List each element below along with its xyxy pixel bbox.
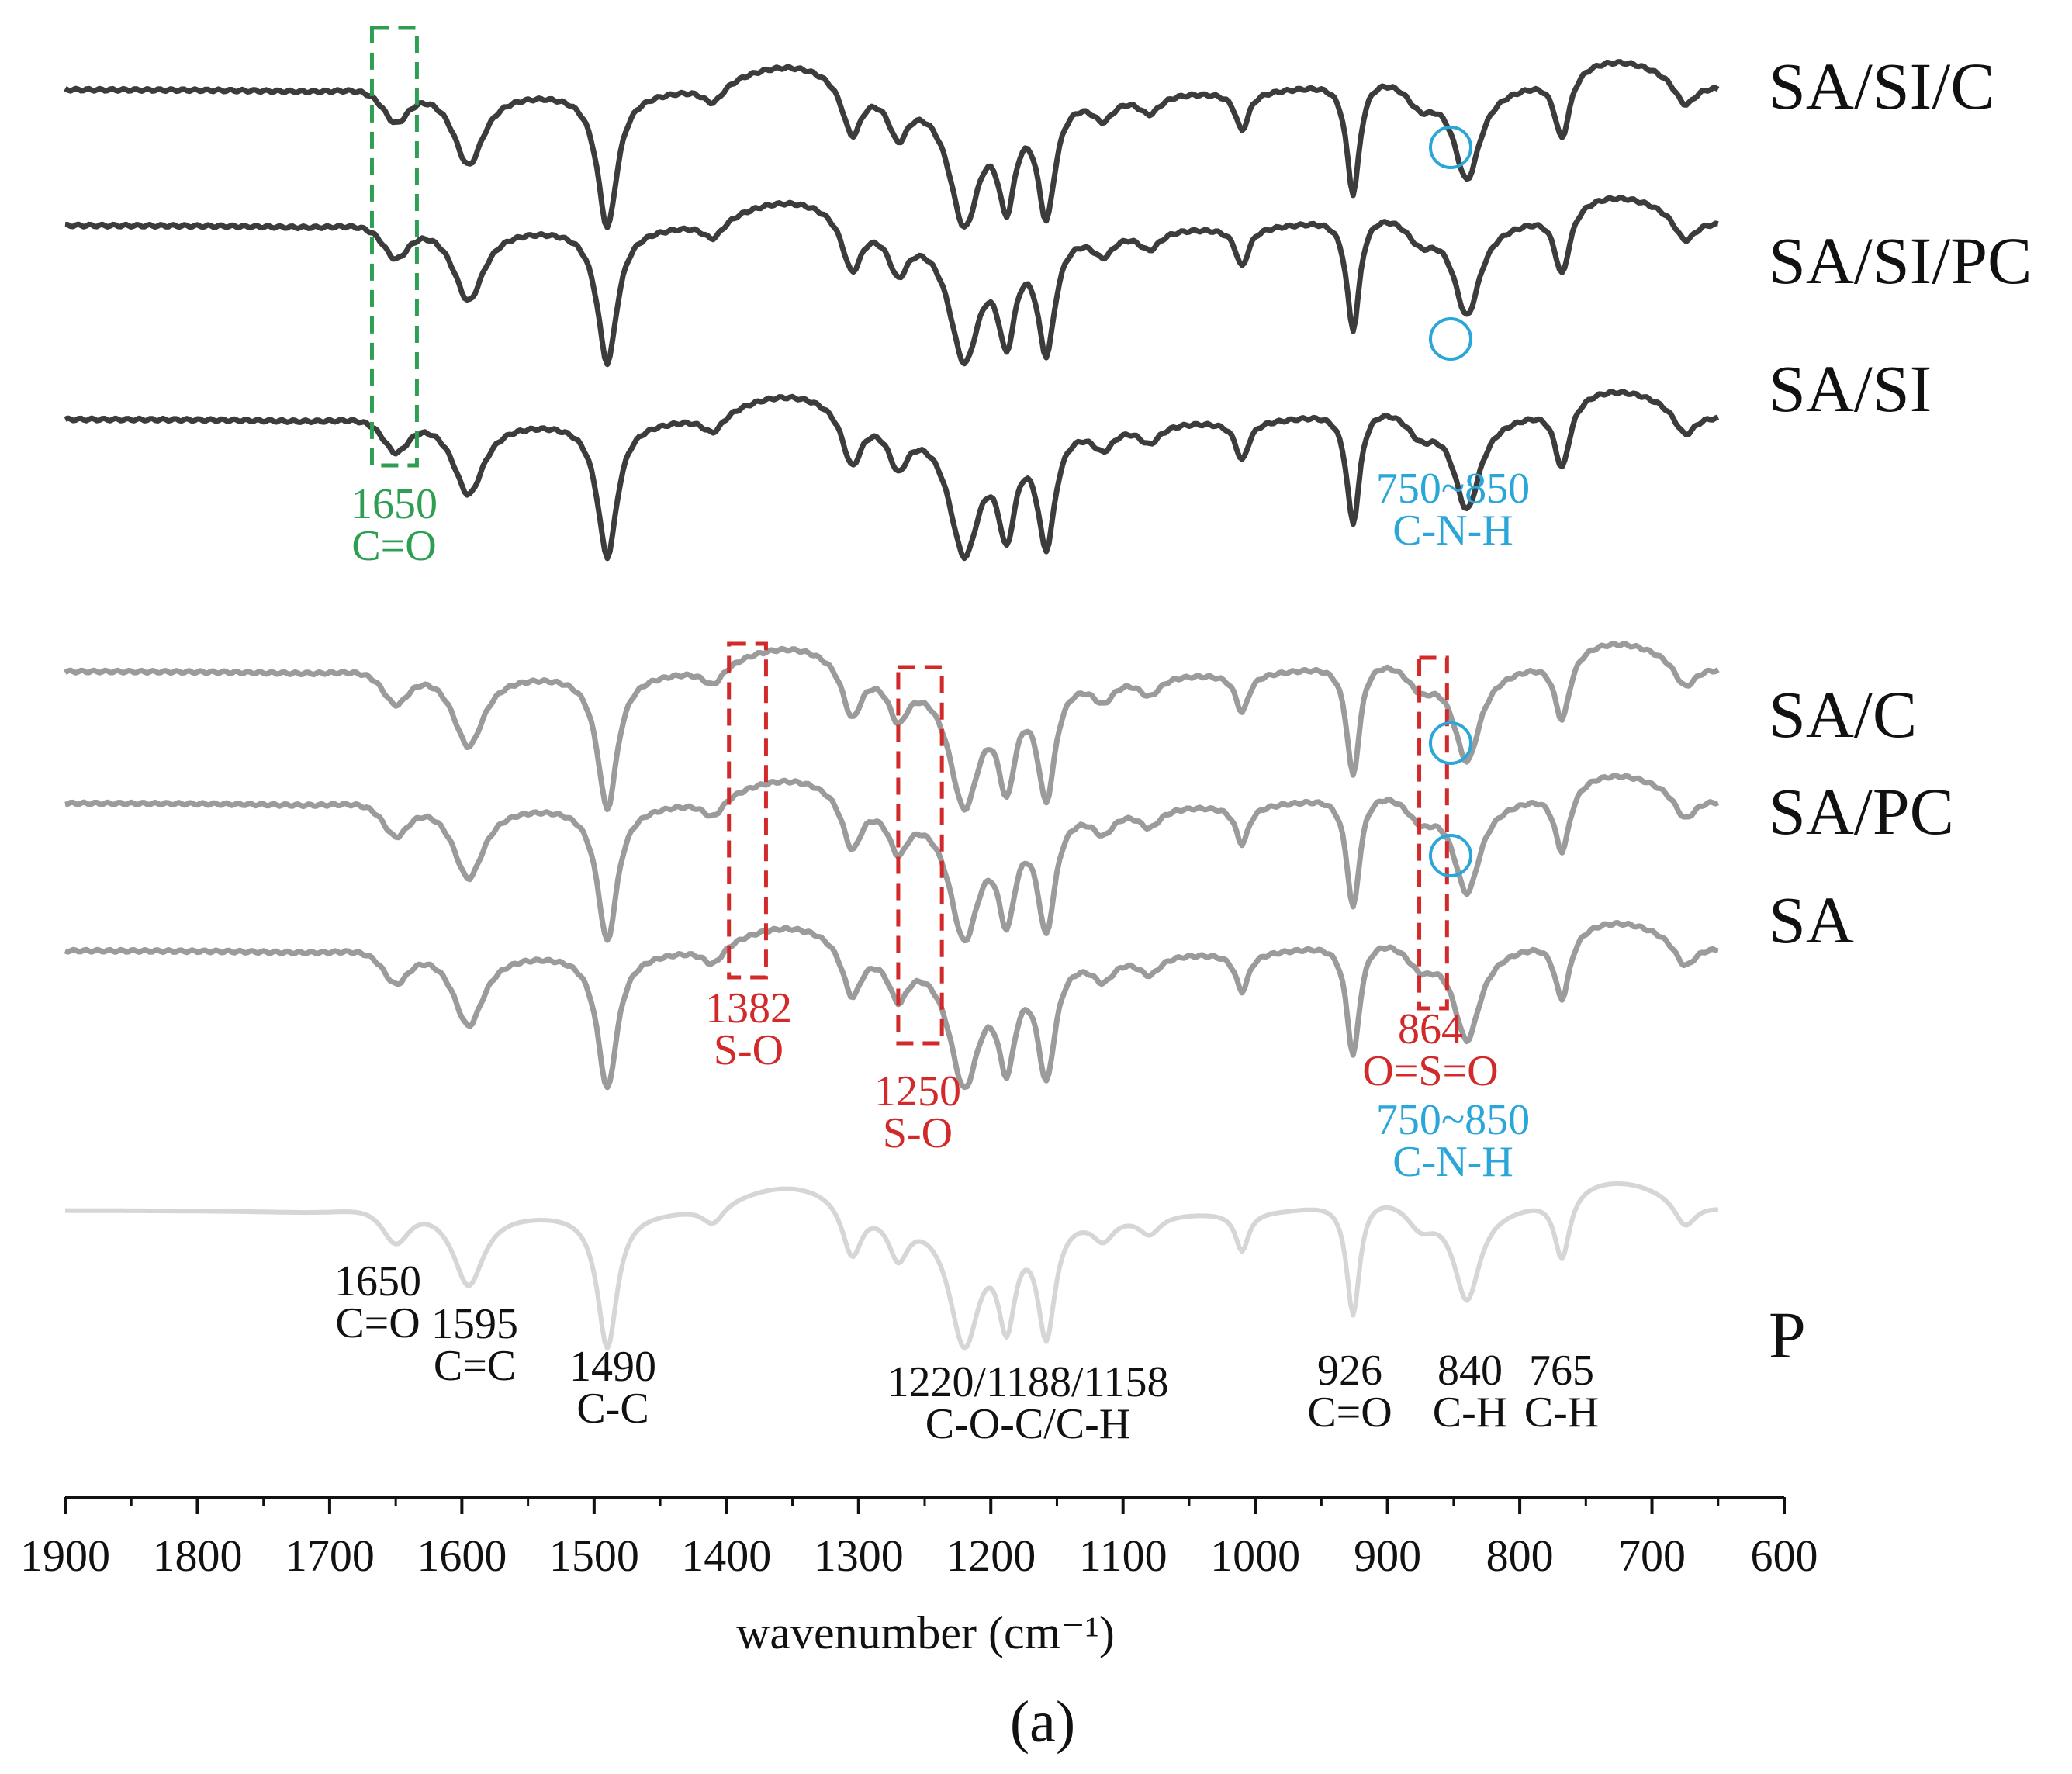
annotation-p-840-line-1: 840	[1437, 1347, 1503, 1395]
annotation-p-926-line-2: C=O	[1307, 1388, 1392, 1437]
annotation-p-765: 765 C-H	[1524, 1347, 1599, 1437]
box-1250	[896, 665, 944, 1046]
x-axis-label: wavenumber (cm⁻¹)	[736, 1607, 1115, 1658]
annotation-p-1650: 1650 C=O	[334, 1257, 421, 1347]
annotation-so-1250-line-1: 1250	[874, 1067, 961, 1115]
x-tick-label-900: 900	[1354, 1530, 1421, 1581]
series-line-sa-si-pc	[64, 195, 1719, 368]
cnh-circle-1	[1429, 126, 1472, 169]
x-tick-label-1600: 1600	[417, 1530, 507, 1581]
series-line-sa-si-c	[64, 59, 1720, 230]
series-label-sa-si-pc: SA/SI/PC	[1769, 223, 2032, 298]
series-label-sa-c: SA/C	[1769, 677, 1917, 752]
cnh-circles-group	[1429, 126, 1472, 877]
series-line-sa	[64, 920, 1719, 1091]
series-label-sa-si-c: SA/SI/C	[1769, 49, 1995, 123]
annotation-p-840: 840 C-H	[1433, 1347, 1507, 1437]
annotation-p-1490: 1490 C-C	[569, 1343, 656, 1433]
annotation-p-1220-line-1: 1220/1188/1158	[887, 1358, 1169, 1406]
series-line-sa-pc	[64, 772, 1720, 944]
annotation-p-1220: 1220/1188/1158 C-O-C/C-H	[887, 1358, 1169, 1448]
series-label-sa-pc: SA/PC	[1769, 774, 1954, 849]
series-line-sa-si	[64, 389, 1720, 562]
series-label-p: P	[1769, 1298, 1806, 1372]
annotation-cnh-mid: 750~850 C-N-H	[1376, 1096, 1530, 1186]
annotation-so-1250: 1250 S-O	[874, 1067, 961, 1157]
annotation-p-1595-line-2: C=C	[434, 1342, 516, 1390]
annotation-cnh-top-line-1: 750~850	[1376, 465, 1530, 513]
annotation-green-1650: 1650 C=O	[351, 480, 438, 570]
annotation-p-1490-line-1: 1490	[569, 1343, 656, 1391]
box-1650	[369, 26, 419, 468]
annotation-oso-864-line-2: O=S=O	[1362, 1047, 1498, 1095]
annotation-p-1595: 1595 C=C	[431, 1300, 518, 1390]
box-864	[1417, 655, 1449, 1011]
annotation-cnh-top: 750~850 C-N-H	[1376, 465, 1530, 555]
x-tick-label-600: 600	[1751, 1530, 1818, 1581]
cnh-circle-4	[1429, 834, 1472, 877]
x-axis: 1900 1800 1700 1600 1500 1400 1300 1200 1100 1000…	[20, 1496, 1818, 1581]
series-line-p	[65, 1181, 1718, 1351]
x-tick-label-800: 800	[1486, 1530, 1554, 1581]
annotation-p-1595-line-1: 1595	[431, 1300, 518, 1348]
cnh-circle-2	[1429, 317, 1472, 361]
annotation-cnh-top-line-2: C-N-H	[1392, 507, 1513, 555]
annotation-so-1382: 1382 S-O	[705, 984, 792, 1074]
annotation-so-1250-line-2: S-O	[883, 1109, 953, 1157]
highlight-boxes-group	[369, 26, 1449, 1046]
series-label-sa: SA	[1769, 883, 1854, 957]
series-labels-group: SA/SI/C SA/SI/PC SA/SI SA/C SA/PC SA P	[1769, 49, 2032, 1372]
annotation-oso-864: 864 O=S=O	[1362, 1005, 1498, 1095]
annotation-p-1220-line-2: C-O-C/C-H	[925, 1400, 1130, 1448]
series-line-sa-c	[64, 641, 1720, 813]
x-tick-label-1900: 1900	[20, 1530, 110, 1581]
annotation-p-926: 926 C=O	[1307, 1347, 1392, 1437]
x-tick-label-1400: 1400	[681, 1530, 771, 1581]
annotation-p-840-line-2: C-H	[1433, 1388, 1507, 1437]
annotation-p-1490-line-2: C-C	[576, 1385, 649, 1433]
annotation-p-1650-line-1: 1650	[334, 1257, 421, 1305]
annotation-green-1650-line-2: C=O	[351, 522, 436, 570]
x-tick-label-700: 700	[1618, 1530, 1686, 1581]
box-1382	[727, 641, 768, 980]
annotation-p-765-line-1: 765	[1529, 1347, 1594, 1395]
spectra-group	[64, 59, 1720, 1351]
annotation-oso-864-line-1: 864	[1398, 1005, 1463, 1053]
annotation-p-926-line-1: 926	[1317, 1347, 1382, 1395]
annotation-so-1382-line-2: S-O	[714, 1026, 783, 1074]
annotation-so-1382-line-1: 1382	[705, 984, 792, 1032]
panel-label: (a)	[1010, 1689, 1075, 1755]
series-label-sa-si: SA/SI	[1769, 351, 1932, 426]
cnh-circle-3	[1429, 721, 1472, 765]
x-tick-label-1000: 1000	[1210, 1530, 1300, 1581]
x-tick-label-1100: 1100	[1079, 1530, 1167, 1581]
annotation-green-1650-line-1: 1650	[351, 480, 438, 528]
x-tick-label-1500: 1500	[549, 1530, 639, 1581]
annotation-p-1650-line-2: C=O	[335, 1299, 420, 1347]
annotation-cnh-mid-line-2: C-N-H	[1392, 1138, 1513, 1186]
annotation-cnh-mid-line-1: 750~850	[1376, 1096, 1530, 1144]
x-tick-label-1300: 1300	[814, 1530, 904, 1581]
x-tick-label-1700: 1700	[285, 1530, 375, 1581]
x-tick-label-1200: 1200	[946, 1530, 1036, 1581]
annotation-p-765-line-2: C-H	[1524, 1388, 1599, 1437]
x-tick-label-1800: 1800	[152, 1530, 242, 1581]
